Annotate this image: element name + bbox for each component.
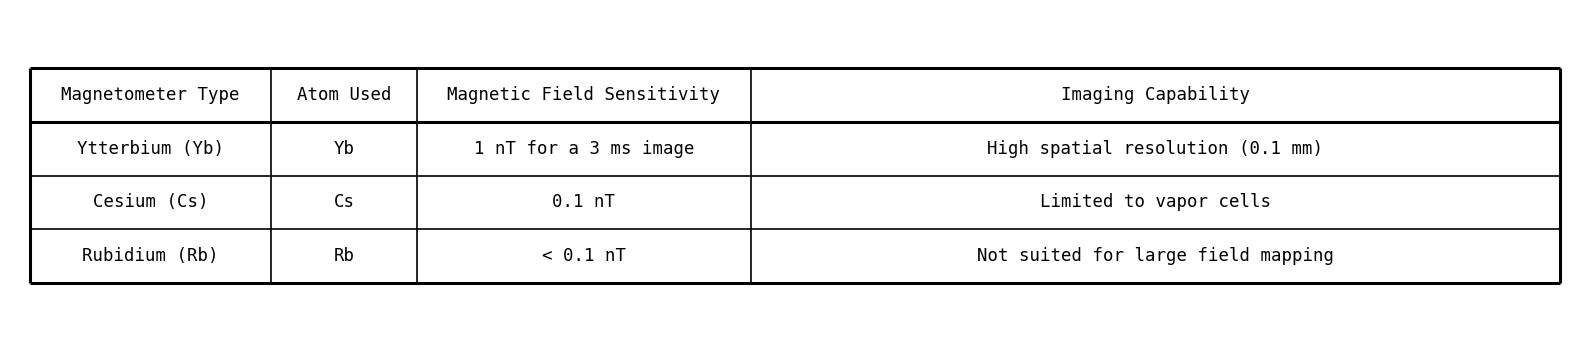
Text: Yb: Yb <box>334 140 354 158</box>
Text: Rb: Rb <box>334 247 354 265</box>
Text: Limited to vapor cells: Limited to vapor cells <box>1039 193 1271 211</box>
Text: Not suited for large field mapping: Not suited for large field mapping <box>977 247 1333 265</box>
Text: Ytterbium (Yb): Ytterbium (Yb) <box>78 140 224 158</box>
Text: Rubidium (Rb): Rubidium (Rb) <box>83 247 219 265</box>
Text: < 0.1 nT: < 0.1 nT <box>542 247 626 265</box>
Text: Atom Used: Atom Used <box>297 86 391 104</box>
Text: 0.1 nT: 0.1 nT <box>553 193 615 211</box>
Text: Cesium (Cs): Cesium (Cs) <box>92 193 208 211</box>
Text: Magnetic Field Sensitivity: Magnetic Field Sensitivity <box>448 86 720 104</box>
Text: High spatial resolution (0.1 mm): High spatial resolution (0.1 mm) <box>987 140 1324 158</box>
Text: Cs: Cs <box>334 193 354 211</box>
Text: Magnetometer Type: Magnetometer Type <box>62 86 240 104</box>
Text: Imaging Capability: Imaging Capability <box>1061 86 1251 104</box>
Text: 1 nT for a 3 ms image: 1 nT for a 3 ms image <box>474 140 694 158</box>
